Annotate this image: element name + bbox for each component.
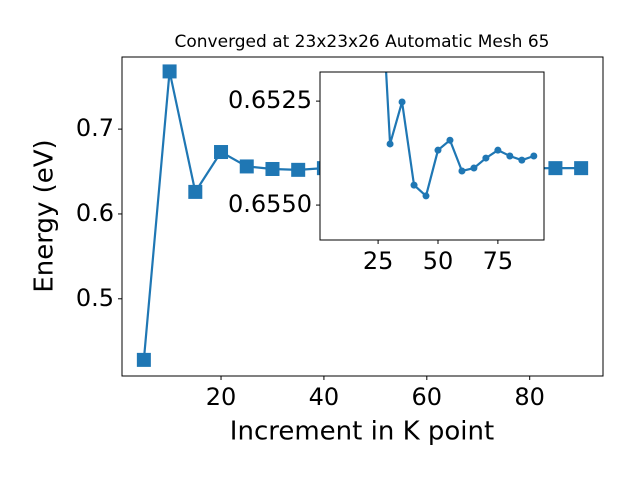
y-tick-label: 0.6550 <box>228 190 312 218</box>
axes-frame <box>319 71 545 241</box>
y-tick-label: 0.7 <box>76 114 114 142</box>
x-tick-label: 20 <box>206 383 237 411</box>
y-axis-label: Energy (eV) <box>30 139 60 292</box>
data-point <box>548 161 563 176</box>
data-point <box>188 184 203 199</box>
data-point <box>458 167 466 175</box>
y-tick-label: 0.6525 <box>228 86 312 114</box>
data-point <box>470 164 478 172</box>
x-tick-label: 75 <box>483 247 514 275</box>
data-point <box>530 152 538 160</box>
data-point <box>494 146 502 154</box>
data-point <box>398 98 406 106</box>
data-point <box>136 352 151 367</box>
x-tick-label: 25 <box>363 247 394 275</box>
plot-layer <box>385 72 538 200</box>
x-axis-label: Increment in K point <box>230 417 494 447</box>
data-point <box>214 145 229 160</box>
y-tick-label: 0.5 <box>76 284 114 312</box>
chart-title: Converged at 23x23x26 Automatic Mesh 65 <box>175 32 550 52</box>
data-point <box>446 136 454 144</box>
data-point <box>239 159 254 174</box>
data-point <box>410 181 418 189</box>
y-tick-label: 0.6 <box>76 199 114 227</box>
data-point <box>162 64 177 79</box>
data-point <box>434 146 442 154</box>
data-point <box>482 154 490 162</box>
data-point <box>265 161 280 176</box>
x-tick-label: 60 <box>412 383 443 411</box>
data-point <box>506 152 514 160</box>
data-point <box>291 162 306 177</box>
data-point <box>574 161 589 176</box>
axes-frame <box>121 56 604 377</box>
data-point <box>518 156 526 164</box>
data-point <box>422 192 430 200</box>
x-tick-label: 40 <box>309 383 340 411</box>
data-point <box>386 140 394 148</box>
x-tick-label: 80 <box>514 383 545 411</box>
x-tick-label: 50 <box>423 247 454 275</box>
